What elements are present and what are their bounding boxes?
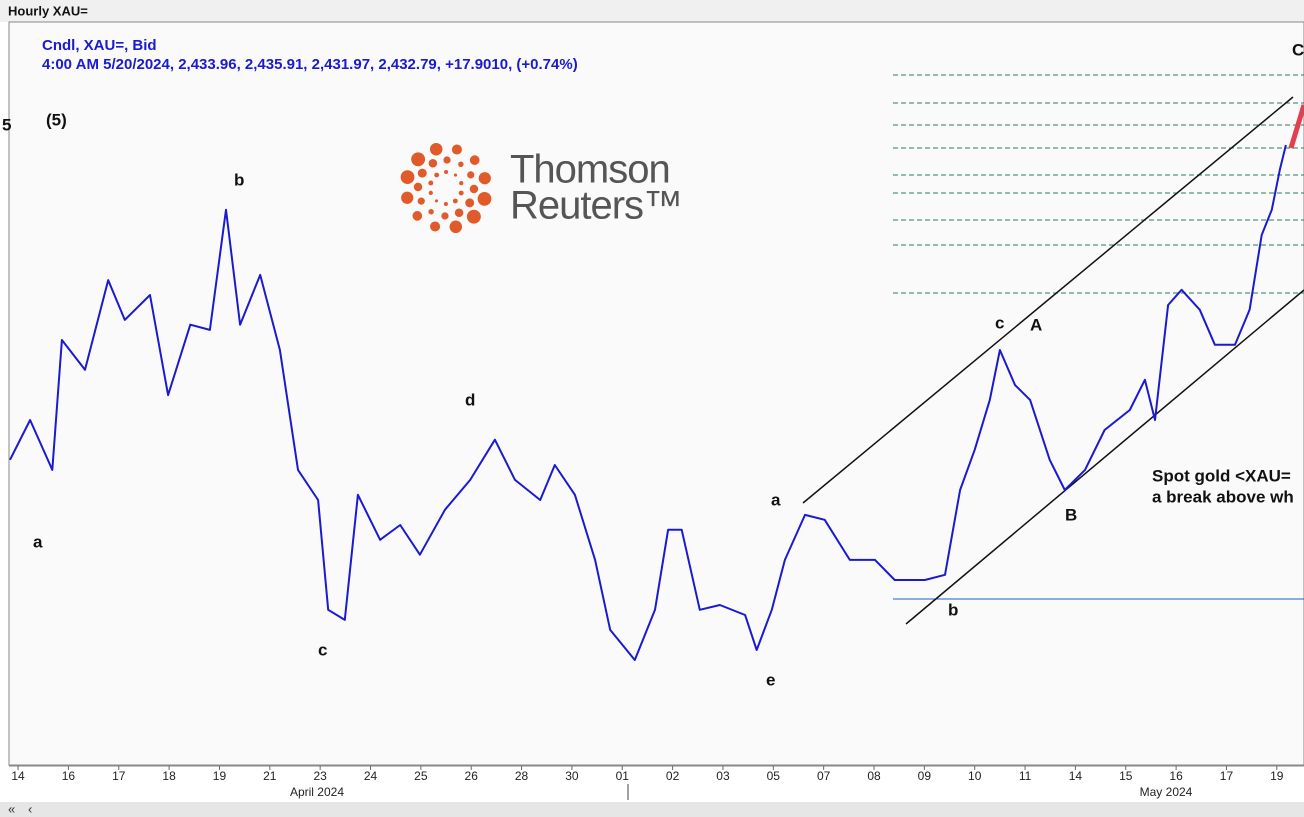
x-tick-label: 30 xyxy=(565,769,579,783)
title-bar xyxy=(0,0,1304,22)
logo-dot xyxy=(458,190,464,196)
price-plot xyxy=(9,144,1287,661)
logo-dot xyxy=(466,209,481,224)
channel-line xyxy=(905,289,1304,625)
x-tick-label: 19 xyxy=(1270,769,1284,783)
forecast-arrow xyxy=(1288,104,1304,149)
annotation: C xyxy=(1292,40,1304,59)
logo-dot xyxy=(430,221,441,232)
logo-dot xyxy=(454,208,464,218)
scroll-button[interactable]: ‹ xyxy=(28,801,32,816)
x-tick-label: 02 xyxy=(666,769,680,783)
annotation: a xyxy=(33,532,43,551)
logo-mark xyxy=(400,142,492,234)
x-tick-label: 03 xyxy=(716,769,730,783)
annotation: a xyxy=(771,490,781,509)
logo-dot xyxy=(458,161,464,167)
logo-dot xyxy=(428,158,438,168)
scroll-button[interactable]: « xyxy=(8,801,15,816)
logo-dot xyxy=(411,152,426,167)
logo-dot xyxy=(449,220,463,234)
logo-dot xyxy=(428,190,433,195)
x-tick-label: 26 xyxy=(465,769,479,783)
logo-dot xyxy=(428,180,434,186)
x-tick-label: 14 xyxy=(11,769,25,783)
x-tick-label: 07 xyxy=(817,769,831,783)
logo-dot xyxy=(451,144,462,155)
logo-dot xyxy=(413,182,423,192)
x-tick-label: 01 xyxy=(616,769,630,783)
channel-line xyxy=(802,96,1294,504)
annotation: b xyxy=(948,600,958,619)
month-label: May 2024 xyxy=(1140,785,1193,799)
logo-dot xyxy=(412,211,423,221)
x-tick-label: 23 xyxy=(313,769,327,783)
x-tick-label: 17 xyxy=(1220,769,1234,783)
logo-dot xyxy=(441,212,449,220)
x-tick-label: 16 xyxy=(62,769,76,783)
plot-area xyxy=(8,21,1304,766)
logo-dot xyxy=(467,171,475,179)
month-label: April 2024 xyxy=(290,785,344,799)
price-line xyxy=(9,144,1287,661)
x-tick-label: 24 xyxy=(364,769,378,783)
legend-line: Cndl, XAU=, Bid xyxy=(42,37,157,54)
x-tick-label: 09 xyxy=(918,769,932,783)
logo-dot xyxy=(434,172,440,178)
x-tick-label: 08 xyxy=(867,769,881,783)
x-tick-label: 15 xyxy=(1119,769,1133,783)
logo-dot xyxy=(429,142,443,156)
annotation: A xyxy=(1030,315,1042,334)
note: a break above wh xyxy=(1152,487,1294,506)
logo-dot xyxy=(444,169,449,175)
scrollbar[interactable] xyxy=(0,802,1304,817)
x-tick-label: 25 xyxy=(414,769,428,783)
logo-dot xyxy=(428,209,434,215)
logo-dot xyxy=(417,168,427,178)
x-axis-ticks: 14 16 17 18 19 21 23 24 25 26 28 30 01 02 03 05 07 08 09 10… xyxy=(11,766,1284,783)
x-tick-label: 21 xyxy=(263,769,277,783)
logo-text: Reuters™ xyxy=(510,184,682,228)
logo-dot xyxy=(477,192,492,206)
annotation: B xyxy=(1065,505,1077,524)
logo-dot xyxy=(443,201,448,207)
annotation: (5) xyxy=(46,110,67,129)
x-tick-label: 10 xyxy=(968,769,982,783)
logo-dot xyxy=(465,198,475,208)
logo-dot xyxy=(469,184,479,194)
annotation: e xyxy=(766,670,775,689)
annotation: 5 xyxy=(2,115,11,134)
logo-dot xyxy=(443,156,451,164)
logo-dot xyxy=(478,172,491,185)
logo-dot xyxy=(452,198,458,204)
logo-text: Thomson xyxy=(510,148,670,192)
logo-dot xyxy=(401,191,414,204)
logo-dot xyxy=(453,173,458,177)
annotation: c xyxy=(318,640,327,659)
logo-dot xyxy=(417,197,425,205)
logo-dot xyxy=(469,155,480,165)
window-title: Hourly XAU= xyxy=(8,3,88,18)
x-tick-label: 17 xyxy=(112,769,126,783)
annotation: c xyxy=(995,313,1004,332)
legend-line: 4:00 AM 5/20/2024, 2,433.96, 2,435.91, 2… xyxy=(42,56,578,73)
note: Spot gold <XAU= xyxy=(1152,466,1291,485)
x-tick-label: 28 xyxy=(515,769,529,783)
axis-area xyxy=(0,766,1304,802)
annotation: b xyxy=(234,170,244,189)
x-tick-label: 16 xyxy=(1169,769,1183,783)
levels xyxy=(893,74,1304,294)
x-tick-label: 19 xyxy=(213,769,227,783)
logo-dot xyxy=(459,181,464,186)
logo-dot xyxy=(434,199,439,203)
x-tick-label: 05 xyxy=(767,769,781,783)
logo-dot xyxy=(400,170,415,184)
annotation: d xyxy=(465,390,475,409)
x-tick-label: 14 xyxy=(1069,769,1083,783)
x-tick-label: 18 xyxy=(162,769,176,783)
x-tick-label: 11 xyxy=(1019,769,1032,783)
